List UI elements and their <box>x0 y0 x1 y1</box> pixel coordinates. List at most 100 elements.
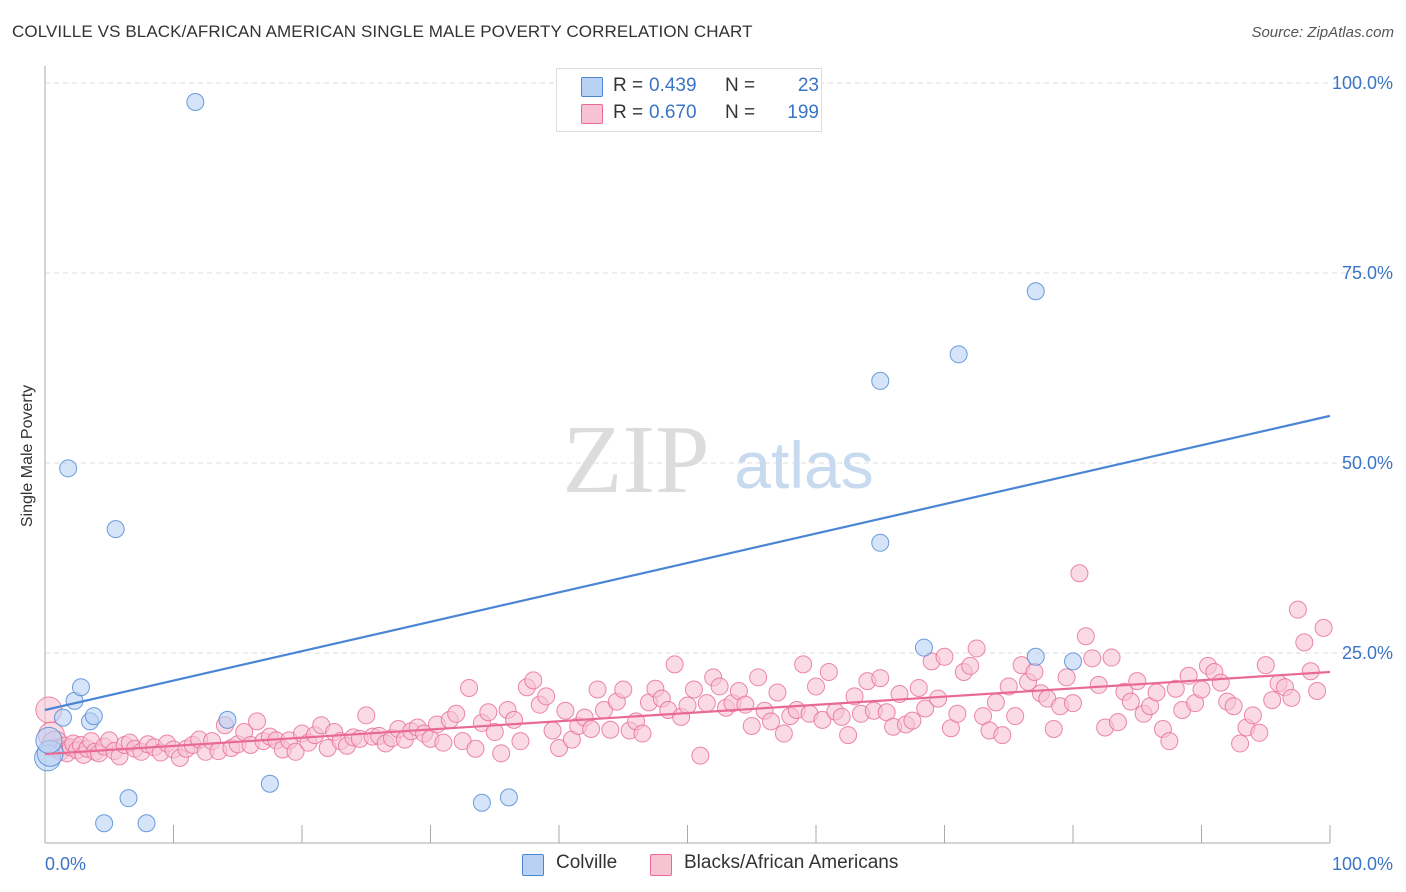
black-point-130 <box>819 663 838 681</box>
black-point-70 <box>434 733 453 752</box>
black-point-108 <box>678 696 697 715</box>
black-point-198 <box>1256 656 1275 675</box>
black-point-191 <box>1211 673 1230 692</box>
black-point-58 <box>357 706 376 725</box>
x-tick-label-min: 0.0% <box>45 854 86 874</box>
grid-layer <box>45 82 1365 654</box>
colville-r-value: 0.439 <box>649 75 697 96</box>
black-point-188 <box>1192 680 1211 699</box>
points-layer <box>34 93 1333 833</box>
watermark-zip: ZIP <box>563 406 710 514</box>
black-point-134 <box>845 687 864 706</box>
black-point-159 <box>1006 707 1025 726</box>
y-tick-label-2: 75.0% <box>1342 263 1393 283</box>
colville-point-20 <box>914 638 933 657</box>
black-point-143 <box>903 711 922 730</box>
black-point-72 <box>447 704 466 723</box>
black-point-170 <box>1076 627 1095 646</box>
black-point-165 <box>1044 720 1063 738</box>
black-point-81 <box>505 710 524 729</box>
colville-point-8 <box>84 707 103 726</box>
black-point-113 <box>710 677 729 696</box>
black-point-138 <box>871 669 890 688</box>
black-point-206 <box>1308 682 1327 700</box>
black-point-181 <box>1147 683 1166 702</box>
black-point-199 <box>1263 691 1282 710</box>
black-point-184 <box>1166 679 1185 698</box>
r-label: R = <box>613 75 644 96</box>
colville-point-9 <box>95 814 114 833</box>
colville-swatch <box>581 77 603 97</box>
black-point-88 <box>550 739 568 757</box>
black-n-value: 199 <box>787 102 819 123</box>
black-point-129 <box>813 710 832 729</box>
colville-point-17 <box>499 788 518 807</box>
chart-title: COLVILLE VS BLACK/AFRICAN AMERICAN SINGL… <box>12 22 753 41</box>
black-point-74 <box>460 678 479 697</box>
colville-point-15 <box>260 774 279 793</box>
colville-point-13 <box>186 93 205 111</box>
colville-point-3 <box>53 708 72 727</box>
y-tick-label-3: 100.0% <box>1332 73 1393 93</box>
black-point-111 <box>697 694 716 713</box>
black-legend-label: Blacks/African Americans <box>684 852 899 873</box>
black-swatch <box>581 104 603 124</box>
colville-point-24 <box>1064 652 1082 671</box>
stats-legend: R = 0.439 N = 23 R = 0.670 N = 199 <box>556 68 822 132</box>
black-point-177 <box>1121 692 1140 711</box>
colville-point-14 <box>218 710 237 729</box>
black-r-value: 0.670 <box>649 102 697 123</box>
black-point-178 <box>1128 672 1147 691</box>
watermark: ZIP atlas <box>563 406 874 514</box>
black-point-82 <box>511 732 530 751</box>
black-point-101 <box>633 724 652 743</box>
black-point-123 <box>774 724 793 743</box>
black-point-150 <box>948 704 967 723</box>
tick-label-layer: 25.0% 50.0% 75.0% 100.0% 0.0% 100.0% <box>45 73 1393 874</box>
black-point-78 <box>485 723 504 742</box>
colville-point-23 <box>1026 647 1045 666</box>
black-point-162 <box>1025 663 1044 681</box>
n-label: N = <box>725 75 756 96</box>
trend-layer <box>44 414 1331 756</box>
colville-point-22 <box>1026 282 1045 301</box>
black-point-79 <box>492 744 511 763</box>
black-point-98 <box>614 680 633 699</box>
black-point-144 <box>909 678 928 697</box>
black-point-93 <box>582 720 601 738</box>
black-point-87 <box>543 721 562 740</box>
black-point-174 <box>1102 648 1121 667</box>
black-point-175 <box>1108 713 1127 732</box>
black-point-126 <box>794 655 813 674</box>
y-tick-label-0: 25.0% <box>1342 643 1393 663</box>
black-point-77 <box>479 703 498 722</box>
black-point-84 <box>524 671 543 690</box>
black-point-41 <box>248 712 267 731</box>
colville-legend-label: Colville <box>556 852 618 873</box>
black-point-145 <box>916 699 935 718</box>
black-point-94 <box>588 680 607 699</box>
black-point-121 <box>762 712 781 731</box>
black-point-156 <box>986 693 1005 712</box>
black-point-207 <box>1314 618 1333 637</box>
colville-point-11 <box>119 789 138 808</box>
black-point-193 <box>1224 697 1243 716</box>
black-point-96 <box>601 720 620 739</box>
black-point-183 <box>1160 732 1179 751</box>
black-point-167 <box>1057 668 1076 687</box>
black-point-110 <box>691 746 710 765</box>
black-point-194 <box>1231 734 1250 753</box>
colville-point-2 <box>35 726 63 754</box>
black-point-47 <box>286 742 305 761</box>
black-point-203 <box>1288 600 1307 619</box>
black-point-148 <box>935 647 954 666</box>
black-point-147 <box>929 689 948 708</box>
colville-point-18 <box>871 371 890 390</box>
colville-point-19 <box>871 533 890 552</box>
black-point-196 <box>1243 706 1262 725</box>
colville-n-value: 23 <box>797 75 819 96</box>
black-point-75 <box>466 739 485 758</box>
black-point-89 <box>556 701 575 720</box>
black-point-168 <box>1064 694 1082 713</box>
